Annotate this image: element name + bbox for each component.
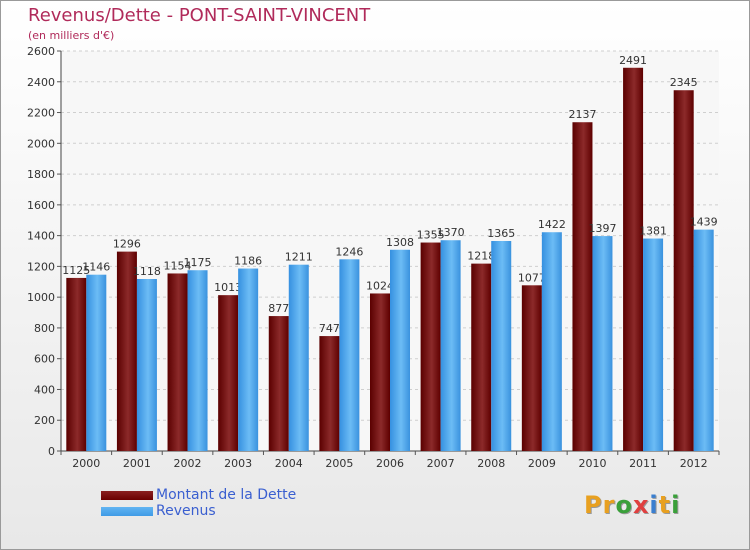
y-tick-label: 2200 [27, 107, 55, 120]
data-label: 1146 [82, 261, 110, 274]
x-tick-label: 2000 [72, 457, 100, 470]
bar-revenus [693, 229, 714, 451]
x-tick-label: 2001 [123, 457, 151, 470]
bar-revenus [339, 259, 360, 451]
data-label: 2137 [568, 108, 596, 121]
data-label: 747 [319, 322, 340, 335]
bar-revenus [592, 236, 613, 451]
bar-revenus [136, 279, 157, 451]
bar-revenus [238, 268, 259, 451]
data-label: 1381 [639, 225, 667, 238]
data-label: 2345 [670, 76, 698, 89]
bar-revenus [288, 264, 309, 451]
logo-letter: P [584, 491, 603, 519]
legend-label-revenus: Revenus [156, 503, 216, 519]
data-label: 1077 [518, 271, 546, 284]
x-tick-label: 2002 [174, 457, 202, 470]
data-label: 1397 [588, 222, 616, 235]
y-tick-label: 2000 [27, 137, 55, 150]
x-tick-label: 2011 [629, 457, 657, 470]
bar-dette [116, 251, 137, 451]
bar-dette [167, 273, 188, 451]
bar-dette [471, 263, 492, 451]
data-label: 2491 [619, 54, 647, 67]
data-label: 1370 [437, 226, 465, 239]
y-tick-label: 800 [34, 322, 55, 335]
bar-dette [218, 295, 239, 451]
bar-revenus [86, 274, 107, 451]
x-tick-label: 2004 [275, 457, 303, 470]
bar-revenus [440, 240, 461, 451]
bar-dette [623, 67, 644, 452]
y-tick-label: 1800 [27, 168, 55, 181]
data-label: 1218 [467, 250, 495, 263]
x-tick-label: 2010 [578, 457, 606, 470]
bar-dette [268, 316, 289, 451]
bar-revenus [541, 232, 562, 451]
bar-dette [420, 242, 441, 451]
bar-revenus [390, 249, 410, 451]
logo-letter: o [615, 491, 633, 519]
bar-revenus [187, 270, 208, 451]
logo-letter: t [658, 491, 672, 519]
bar-dette [319, 336, 340, 451]
x-tick-label: 2012 [680, 457, 708, 470]
bar-dette [572, 122, 593, 451]
data-label: 1024 [366, 279, 394, 292]
legend-item-revenus: Revenus [101, 503, 296, 519]
bar-revenus [491, 241, 512, 451]
y-tick-label: 1200 [27, 260, 55, 273]
y-tick-label: 600 [34, 353, 55, 366]
bar-dette [521, 285, 542, 451]
y-tick-label: 1400 [27, 230, 55, 243]
legend: Montant de la Dette Revenus [101, 487, 296, 519]
data-label: 1246 [335, 245, 363, 258]
y-tick-label: 200 [34, 414, 55, 427]
x-tick-label: 2009 [528, 457, 556, 470]
logo-letter: x [632, 491, 650, 519]
legend-item-dette: Montant de la Dette [101, 487, 296, 503]
logo-letter: r [602, 491, 616, 519]
data-label: 877 [268, 302, 289, 315]
bar-revenus [643, 238, 664, 451]
x-tick-label: 2006 [376, 457, 404, 470]
data-label: 1175 [184, 256, 212, 269]
data-label: 1125 [62, 264, 90, 277]
data-label: 1355 [417, 229, 445, 242]
data-label: 1154 [164, 259, 192, 272]
data-label: 1296 [113, 238, 141, 251]
y-tick-label: 400 [34, 383, 55, 396]
chart-title: Revenus/Dette - PONT-SAINT-VINCENT [28, 5, 371, 26]
logo-letter: i [671, 491, 681, 519]
x-tick-label: 2007 [427, 457, 455, 470]
chart-subtitle: (en milliers d'€) [28, 29, 115, 42]
data-label: 1118 [133, 265, 161, 278]
bar-dette [370, 293, 390, 451]
legend-swatch-revenus [101, 506, 153, 516]
x-tick-label: 2008 [477, 457, 505, 470]
x-tick-label: 2003 [224, 457, 252, 470]
logo-letter: i [649, 491, 659, 519]
data-label: 1439 [690, 216, 718, 229]
x-tick-label: 2005 [325, 457, 353, 470]
proxiti-logo: Proxiti [584, 491, 680, 519]
legend-label-dette: Montant de la Dette [156, 487, 297, 503]
y-tick-label: 2400 [27, 76, 55, 89]
data-label: 1186 [234, 255, 262, 268]
y-tick-label: 2600 [27, 45, 55, 58]
y-tick-label: 1000 [27, 291, 55, 304]
data-label: 1211 [285, 251, 313, 264]
data-label: 1013 [214, 281, 242, 294]
data-label: 1308 [386, 236, 414, 249]
bar-dette [673, 90, 694, 451]
data-label: 1422 [538, 218, 566, 231]
bar-dette [66, 277, 87, 451]
data-label: 1365 [487, 227, 515, 240]
y-tick-label: 0 [48, 445, 55, 458]
legend-swatch-dette [101, 490, 153, 500]
y-tick-label: 1600 [27, 199, 55, 212]
